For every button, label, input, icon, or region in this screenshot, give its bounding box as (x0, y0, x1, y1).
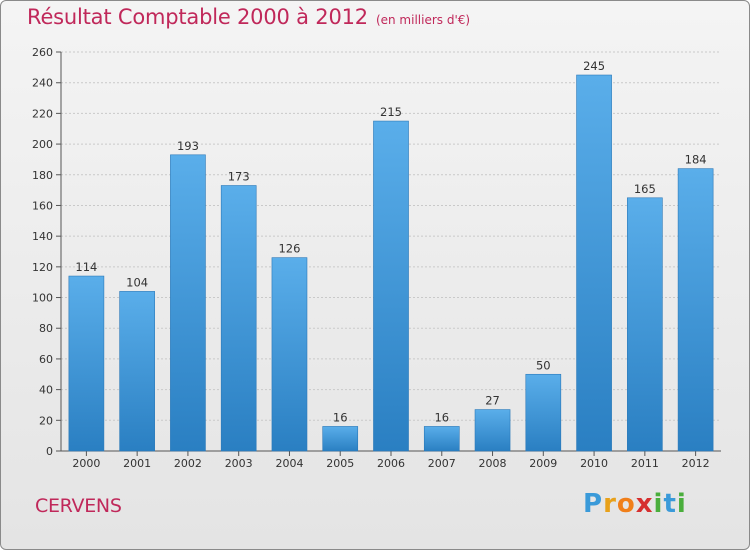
x-tick-label-2001: 2001 (123, 457, 151, 470)
y-tick-label: 120 (32, 261, 53, 274)
bar-2000 (68, 275, 105, 452)
bar-2007 (423, 426, 460, 452)
data-label-2006: 215 (380, 105, 402, 119)
bar-2010 (576, 74, 612, 452)
y-tick-label: 140 (32, 230, 53, 243)
y-tick-label: 240 (32, 77, 53, 90)
data-label-2008: 27 (485, 394, 500, 408)
x-tick-label-2007: 2007 (428, 457, 456, 470)
data-label-2003: 173 (228, 170, 250, 184)
x-tick-label-2008: 2008 (479, 457, 507, 470)
data-label-2005: 16 (333, 410, 348, 424)
y-tick-label: 60 (39, 353, 53, 366)
x-tick-label-2004: 2004 (275, 457, 303, 470)
bar-2002 (170, 154, 206, 452)
bar-layer (68, 74, 714, 452)
bar-2005 (322, 426, 359, 452)
y-tick-label: 100 (32, 292, 53, 305)
x-tick-label-2006: 2006 (377, 457, 405, 470)
x-tick-label-2000: 2000 (72, 457, 100, 470)
x-tick-label-2003: 2003 (225, 457, 253, 470)
label-layer: 114 104 193 173 126 16 215 16 27 50 245 165 184 (75, 59, 706, 424)
y-tick-label: 80 (39, 322, 53, 335)
y-tick-label: 160 (32, 199, 53, 212)
data-label-2010: 245 (583, 59, 605, 73)
logo-letter: i (653, 489, 664, 519)
x-tick-label-2010: 2010 (580, 457, 608, 470)
logo-letter: P (583, 489, 604, 519)
data-label-2009: 50 (536, 358, 551, 372)
x-tick-label-2011: 2011 (631, 457, 659, 470)
data-label-2000: 114 (75, 260, 97, 274)
x-tick-label-2012: 2012 (682, 457, 710, 470)
x-tick-label-2005: 2005 (326, 457, 354, 470)
logo-letter: o (616, 489, 636, 519)
chart-header: Résultat Comptable 2000 à 2012 (en millie… (27, 5, 470, 29)
bar-2004 (271, 257, 308, 452)
data-label-2002: 193 (177, 139, 199, 153)
bar-2006 (373, 120, 409, 452)
chart-title: Résultat Comptable 2000 à 2012 (27, 5, 368, 29)
proxiti-logo: Proxiti (583, 489, 687, 519)
logo-letter: r (603, 489, 617, 519)
y-tick-label: 260 (32, 46, 53, 59)
chart-subtitle: (en milliers d'€) (375, 13, 471, 27)
commune-name: CERVENS (35, 495, 122, 517)
y-tick-label: 0 (46, 445, 53, 458)
data-label-2012: 184 (685, 153, 707, 167)
data-label-2004: 126 (278, 242, 300, 256)
bar-2009 (525, 373, 562, 452)
logo-letter: i (676, 489, 687, 519)
x-tick-label-2009: 2009 (529, 457, 557, 470)
bar-2012 (677, 168, 714, 452)
data-label-2011: 165 (634, 182, 656, 196)
bar-2001 (119, 291, 155, 452)
logo-letter: t (663, 489, 677, 519)
data-label-2001: 104 (126, 275, 148, 289)
y-tick-label: 220 (32, 107, 53, 120)
logo-letter: x (635, 489, 654, 519)
y-tick-label: 200 (32, 138, 53, 151)
x-tick-label-2002: 2002 (174, 457, 202, 470)
y-tick-label: 20 (39, 414, 53, 427)
bar-2011 (627, 197, 663, 452)
y-tick-label: 180 (32, 169, 53, 182)
y-tick-label: 40 (39, 384, 53, 397)
bar-2008 (474, 409, 511, 452)
data-label-2007: 16 (434, 410, 449, 424)
bar-2003 (220, 185, 257, 452)
